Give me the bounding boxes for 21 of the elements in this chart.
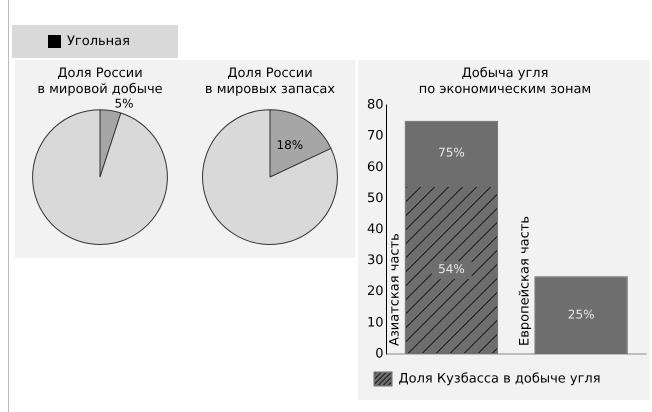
legend-label: Доля Кузбасса в добыче угля xyxy=(398,371,601,386)
x-tick-label: Европейская часть xyxy=(517,216,532,346)
y-tick-label: 50 xyxy=(366,190,384,206)
data-label: 54% xyxy=(438,262,465,276)
y-tick-label: 30 xyxy=(366,253,384,268)
chart-title: Добыча угля по экономическим зонам xyxy=(418,66,592,97)
y-tick-label: 40 xyxy=(366,222,384,237)
y-tick-label: 60 xyxy=(366,160,384,175)
x-tick-label: Азиатская часть xyxy=(388,233,403,346)
total-label: 75% xyxy=(438,146,465,160)
y-tick-label: 20 xyxy=(366,284,384,300)
chart-title: Доля России в мировых запасах xyxy=(204,66,336,97)
y-tick-label: 0 xyxy=(375,346,384,362)
data-label: 18% xyxy=(276,138,304,152)
y-tick-label: 70 xyxy=(366,128,384,144)
y-tick-label: 80 xyxy=(366,98,384,113)
total-label: 25% xyxy=(568,307,594,322)
data-label: 5% xyxy=(114,96,134,111)
chart-title: Доля России в мировой добыче xyxy=(37,66,163,97)
y-tick-label: 10 xyxy=(366,315,384,330)
text: Угольная xyxy=(67,34,130,49)
